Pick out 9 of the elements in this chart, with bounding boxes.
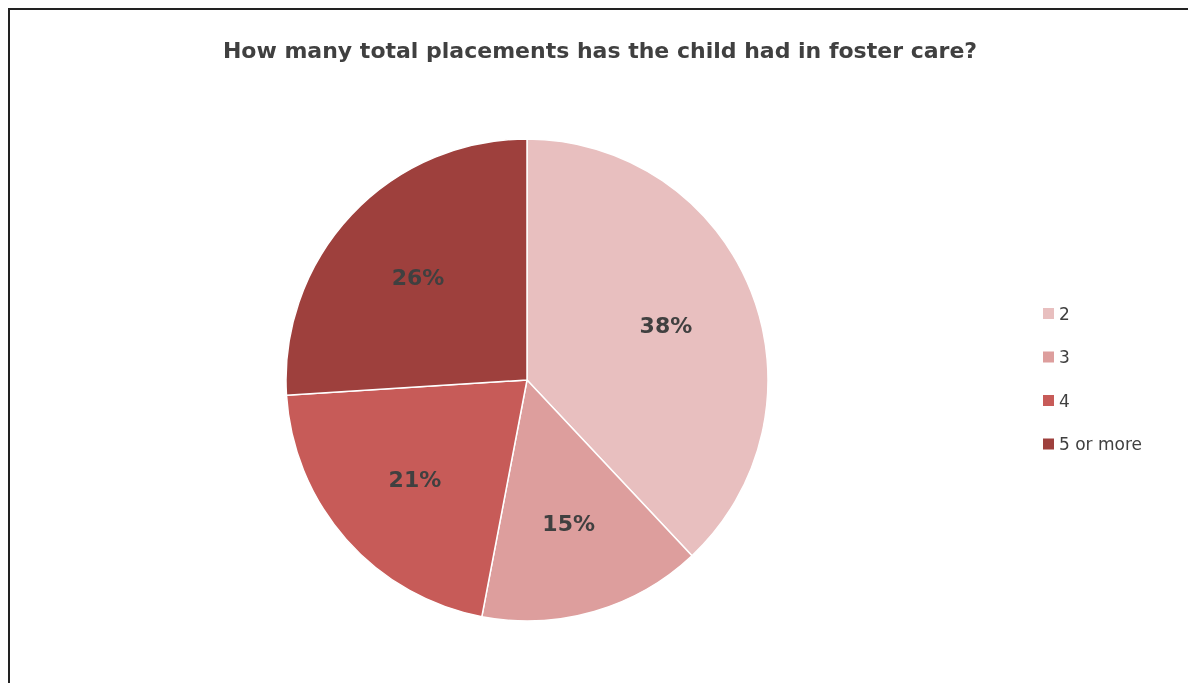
data-label: 38% [639, 312, 693, 338]
chart-title: How many total placements has the child had in foster care? [222, 38, 978, 63]
legend-label: 3 [1059, 347, 1070, 368]
data-label: 15% [542, 511, 596, 537]
legend-label: 4 [1059, 390, 1070, 411]
legend-label: 5 or more [1059, 434, 1143, 455]
data-label: 26% [391, 265, 445, 291]
data-label: 21% [388, 466, 442, 492]
legend-label: 2 [1059, 303, 1070, 324]
